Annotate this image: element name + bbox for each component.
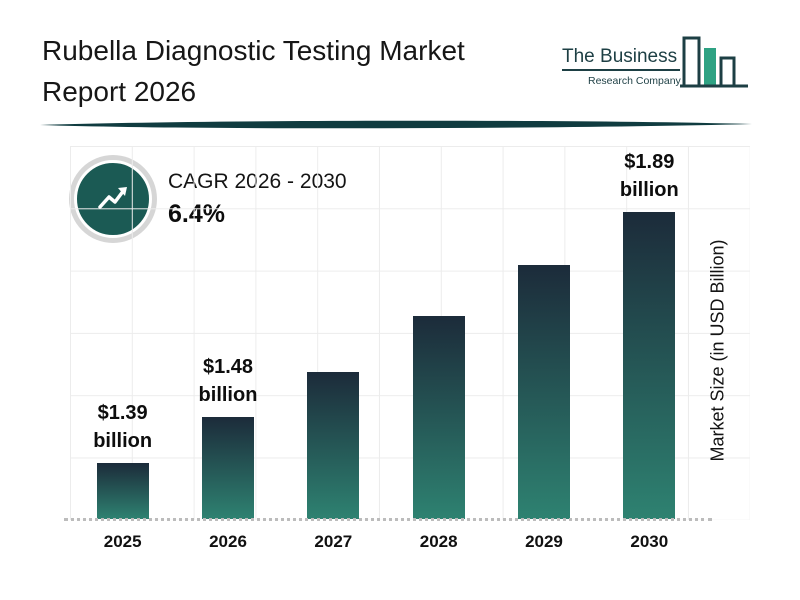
logo-name-bottom: Research Company (588, 75, 682, 87)
bar-column (491, 148, 596, 519)
bar-2025 (96, 463, 149, 519)
bar-2028 (412, 316, 465, 519)
page-title-line1: Rubella Diagnostic Testing Market (42, 35, 465, 66)
x-tick-2027: 2027 (314, 532, 353, 551)
x-tick-2025: 2025 (103, 532, 142, 551)
x-tick-2026: 2026 (209, 532, 247, 551)
page-title: Rubella Diagnostic Testing Market Report… (42, 30, 465, 112)
x-tick-2028: 2028 (419, 532, 458, 551)
bar-2027 (307, 372, 360, 519)
bar-2026 (201, 417, 254, 519)
bar-value-label: $1.89 billion (620, 148, 679, 204)
bar-value-amount: $1.48 (202, 356, 254, 378)
bar-column: $1.48 billion (175, 148, 280, 519)
bar-2029 (517, 265, 570, 519)
bar-value-label: $1.39 billion (93, 399, 152, 455)
bar-column: $1.39 billion (70, 148, 175, 519)
company-logo: The Business Research Company (562, 36, 748, 88)
logo-bars-icon (680, 36, 748, 88)
bar-column (386, 148, 491, 519)
x-tick-2029: 2029 (525, 532, 563, 551)
bar-2030 (623, 212, 676, 519)
logo-name-top: The Business (562, 46, 677, 67)
x-ticks-row: 2025 2026 2027 2028 2029 2030 (70, 532, 702, 552)
bar-value-unit: billion (198, 384, 258, 406)
chart-baseline (64, 518, 712, 521)
bar-value-unit: billion (619, 179, 679, 201)
bar-value-unit: billion (93, 430, 153, 452)
x-tick-2030: 2030 (630, 532, 669, 551)
bar-value-amount: $1.89 (624, 151, 675, 173)
y-axis-label: Market Size (in USD Billion) (707, 239, 728, 462)
divider-line (40, 120, 752, 129)
bar-value-amount: $1.39 (97, 402, 148, 424)
bars-row: $1.39 billion $1.48 billion $1.89 billion (70, 148, 702, 519)
bar-column: $1.89 billion (597, 148, 702, 519)
bar-column (281, 148, 386, 519)
bar-value-label: $1.48 billion (199, 353, 258, 409)
page-title-line2: Report 2026 (42, 76, 197, 107)
